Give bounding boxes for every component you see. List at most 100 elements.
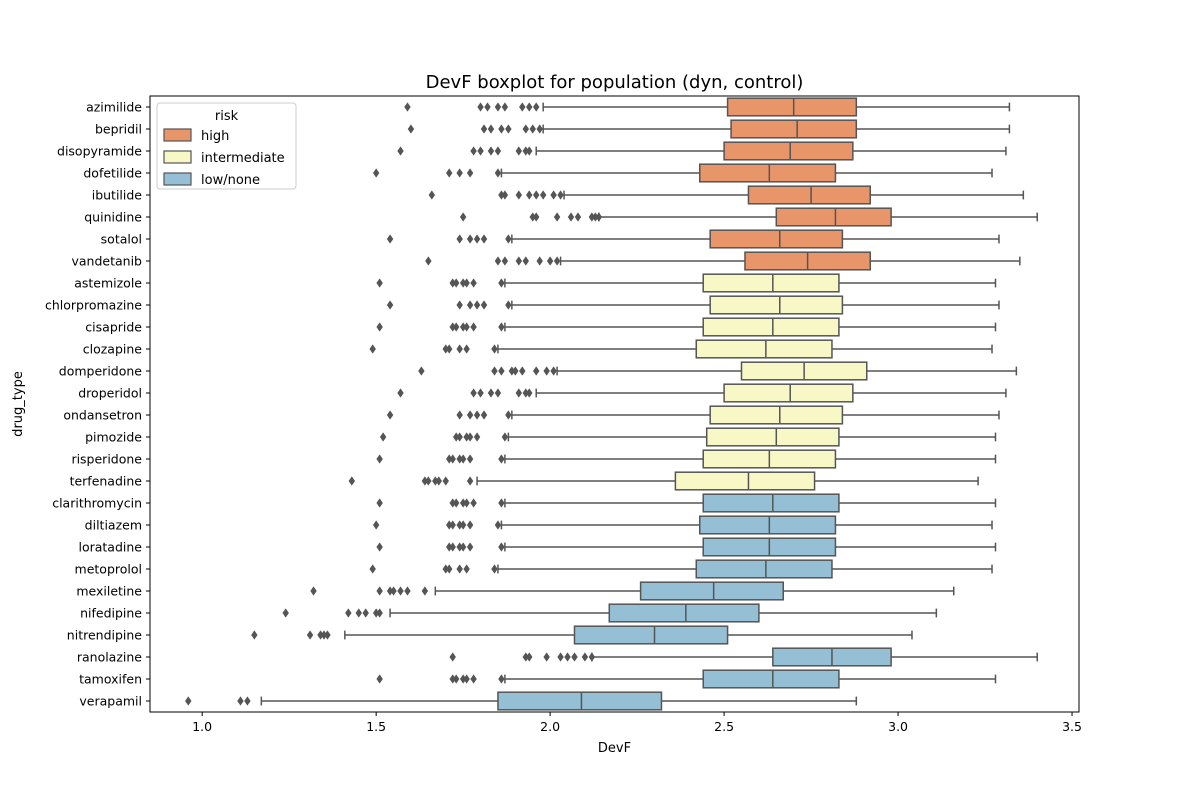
outlier-point	[526, 190, 533, 200]
outlier-point	[376, 454, 383, 464]
outlier-point	[449, 454, 456, 464]
outlier-point	[473, 410, 481, 420]
outlier-point	[348, 476, 356, 486]
iqr-box	[674, 471, 816, 491]
outlier-point	[452, 498, 460, 508]
x-tick-label: 3.5	[1062, 719, 1082, 734]
outlier-point	[386, 300, 394, 310]
outlier-point	[557, 652, 564, 662]
outlier-point	[456, 454, 463, 464]
outlier-point	[473, 300, 481, 310]
y-tick-label: astemizole	[74, 276, 142, 291]
iqr-box	[698, 515, 837, 535]
outlier-point	[428, 190, 436, 200]
outlier-point	[494, 102, 502, 112]
x-tick-label: 2.5	[714, 719, 734, 734]
outlier-point	[432, 476, 439, 486]
outlier-point	[498, 124, 505, 134]
iqr-box	[573, 625, 729, 645]
y-tick-label: droperidol	[78, 386, 142, 401]
outlier-point	[397, 146, 404, 156]
outlier-point	[390, 586, 397, 596]
outlier-point	[459, 454, 467, 464]
outlier-point	[519, 366, 526, 376]
outlier-point	[567, 212, 575, 222]
outlier-point	[407, 124, 415, 134]
outlier-point	[306, 630, 314, 640]
outlier-point	[494, 256, 502, 266]
outlier-point	[470, 278, 477, 288]
outlier-point	[494, 146, 502, 156]
box-astemizole	[376, 273, 997, 293]
y-tick-label: clozapine	[83, 342, 143, 357]
y-tick-label: disopyramide	[57, 144, 142, 159]
outlier-point	[484, 102, 491, 112]
outlier-point	[557, 190, 564, 200]
box-terfenadine	[348, 471, 979, 491]
outlier-point	[529, 124, 536, 134]
outlier-point	[452, 432, 460, 442]
y-axis: azimilide bepridil disopyramide dofetilide i…	[45, 100, 150, 709]
outlier-point	[487, 388, 495, 398]
outlier-point	[477, 388, 484, 398]
outlier-point	[282, 608, 289, 618]
outlier-point	[386, 586, 394, 596]
outlier-point	[526, 652, 533, 662]
outlier-point	[487, 124, 495, 134]
iqr-box	[639, 581, 785, 601]
box-vandetanib	[425, 251, 1021, 271]
outlier-point	[501, 190, 509, 200]
outlier-point	[185, 696, 192, 706]
outlier-point	[498, 322, 505, 332]
outlier-point	[505, 300, 512, 310]
outlier-point	[498, 278, 505, 288]
outlier-point	[473, 234, 481, 244]
iqr-box	[747, 185, 871, 205]
outlier-point	[452, 278, 460, 288]
outlier-point	[522, 388, 529, 398]
y-tick-label: loratadine	[78, 540, 142, 555]
outlier-point	[459, 498, 467, 508]
y-tick-label: terfenadine	[70, 474, 143, 489]
y-tick-label: nitrendipine	[67, 628, 143, 643]
outlier-point	[345, 608, 352, 618]
chart-title: DevF boxplot for population (dyn, contro…	[426, 72, 804, 93]
box-ibutilide	[428, 185, 1025, 205]
outlier-point	[533, 212, 540, 222]
outlier-point	[459, 542, 467, 552]
outlier-point	[550, 366, 557, 376]
outlier-point	[473, 432, 481, 442]
outlier-point	[449, 542, 456, 552]
outlier-point	[463, 322, 470, 332]
outlier-point	[491, 344, 498, 354]
box-nitrendipine	[251, 625, 913, 645]
legend: risk high intermediate low/none	[156, 102, 297, 190]
y-tick-label: sotalol	[101, 232, 142, 247]
outlier-point	[251, 630, 258, 640]
y-tick-label: metoprolol	[75, 562, 142, 577]
outlier-point	[519, 102, 526, 112]
outlier-point	[522, 146, 529, 156]
outlier-point	[310, 586, 317, 596]
y-axis-label: drug_type	[11, 371, 26, 437]
outlier-point	[446, 542, 453, 552]
iqr-box	[726, 97, 858, 117]
outlier-point	[466, 410, 474, 420]
outlier-point	[480, 410, 488, 420]
outlier-point	[421, 476, 429, 486]
outlier-point	[588, 212, 596, 222]
outlier-point	[466, 168, 474, 178]
outlier-point	[536, 256, 543, 266]
iqr-box	[709, 295, 844, 315]
iqr-box	[705, 427, 840, 447]
y-tick-label: tamoxifen	[79, 672, 142, 687]
legend-swatch	[163, 128, 192, 142]
outlier-point	[505, 410, 512, 420]
iqr-box	[497, 691, 663, 711]
outlier-point	[456, 300, 463, 310]
outlier-point	[533, 102, 540, 112]
outlier-point	[480, 234, 488, 244]
outlier-point	[418, 366, 425, 376]
outlier-point	[491, 564, 498, 574]
outlier-point	[425, 476, 432, 486]
